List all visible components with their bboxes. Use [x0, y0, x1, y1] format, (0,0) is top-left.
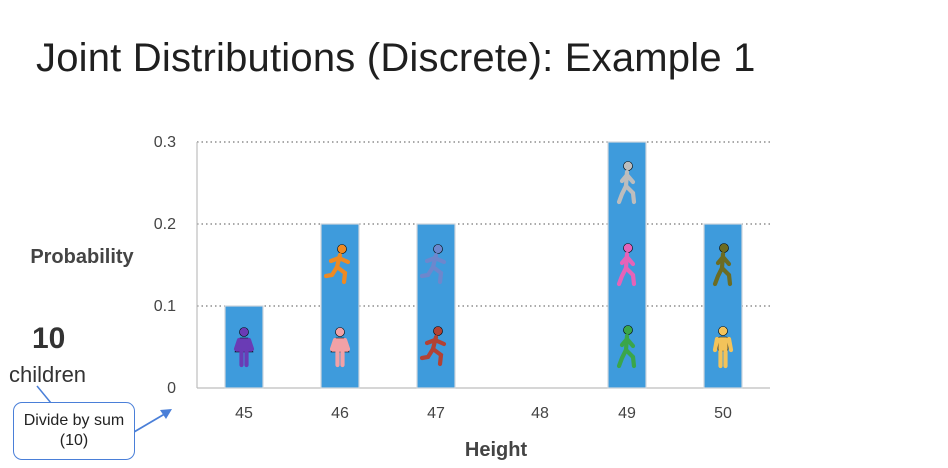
arrow-head-icon — [160, 409, 172, 419]
x-tick-label: 50 — [714, 405, 732, 422]
y-tick-label: 0.1 — [154, 298, 176, 315]
x-tick-label: 49 — [618, 405, 636, 422]
slide-title: Joint Distributions (Discrete): Example … — [36, 36, 756, 80]
callout-arrow-line — [133, 411, 169, 433]
bar — [416, 223, 456, 389]
runner-icon — [323, 244, 351, 285]
children-count: 10 — [32, 322, 66, 355]
bar — [320, 223, 360, 389]
runner-icon — [419, 326, 447, 367]
walker-icon — [616, 243, 637, 287]
x-axis-title: Height — [465, 439, 528, 461]
divide-callout: Divide by sum (10) — [13, 402, 135, 460]
x-tick-label: 47 — [427, 405, 445, 422]
children-label: children — [9, 362, 87, 387]
y-tick-label: 0 — [167, 380, 176, 397]
x-tick-label: 45 — [235, 405, 253, 422]
y-tick-label: 0.2 — [154, 216, 176, 233]
callout-pointer-line — [36, 385, 52, 404]
x-tick-label: 46 — [331, 405, 349, 422]
y-tick-label: 0.3 — [154, 134, 176, 151]
walker-icon — [712, 243, 733, 287]
girl-standing-icon — [233, 327, 255, 368]
person-standing-icon — [712, 326, 734, 369]
runner-icon — [419, 244, 447, 285]
walker-icon — [616, 161, 637, 205]
girl-standing-icon — [329, 327, 351, 368]
x-tick-label: 48 — [531, 405, 549, 422]
walker-icon — [616, 325, 637, 369]
y-axis-title: Probability — [30, 246, 134, 268]
